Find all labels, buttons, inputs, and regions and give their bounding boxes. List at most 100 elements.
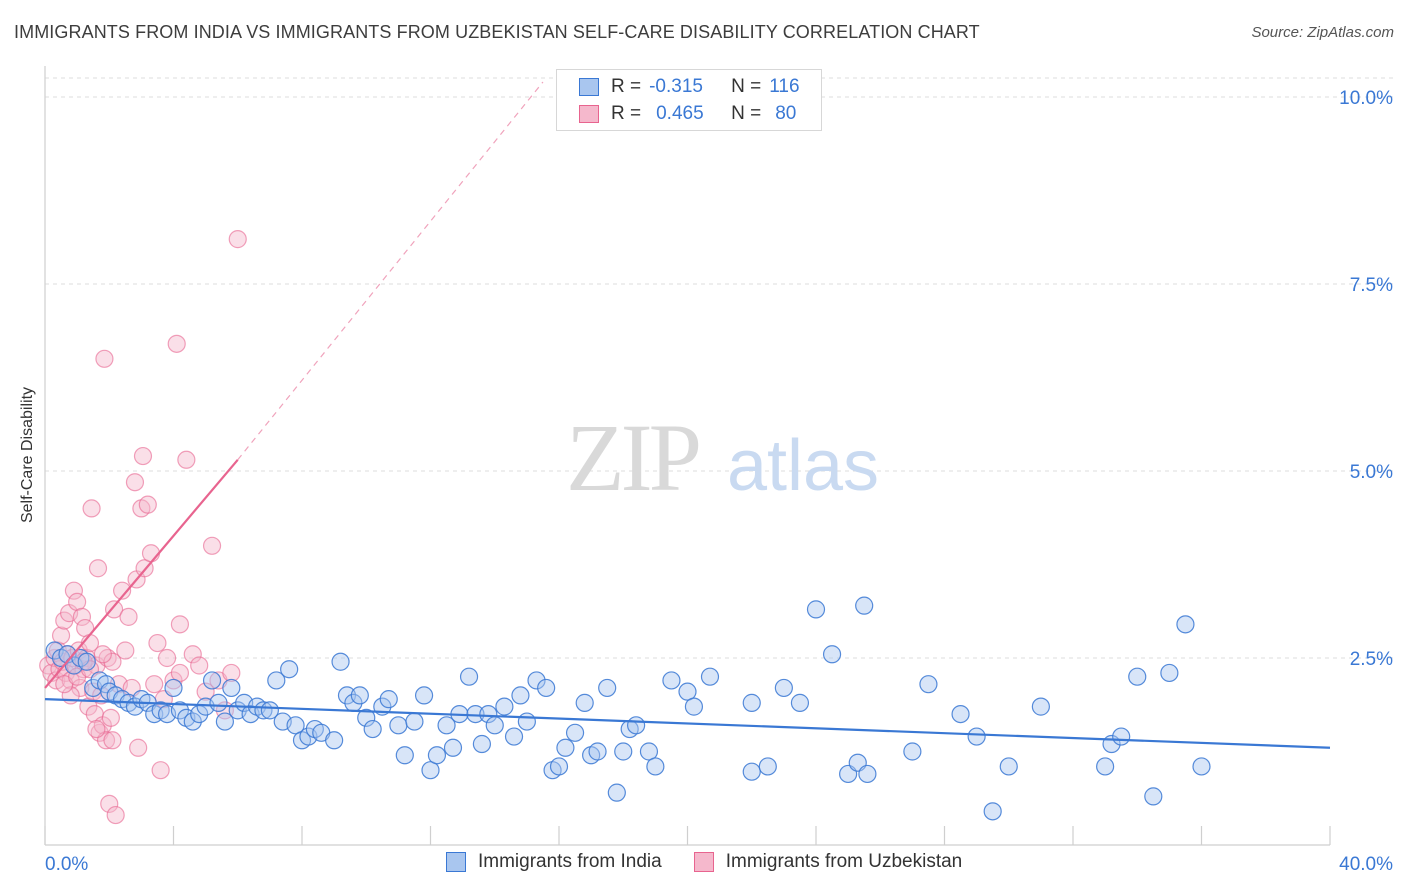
india-point-63 <box>472 734 491 754</box>
india-point-57 <box>427 746 447 765</box>
uzbek-point-61 <box>177 450 196 469</box>
india-point-64 <box>479 704 498 724</box>
india-point-73 <box>549 757 569 776</box>
series-legend: Immigrants from India Immigrants from Uz… <box>446 851 994 873</box>
uzbek-point-37 <box>101 708 120 727</box>
legend-item-uzbek[interactable]: Immigrants from Uzbekistan <box>693 851 963 873</box>
india-point-84 <box>639 742 659 761</box>
uzbek-point-55 <box>148 633 167 653</box>
watermark: ZIP atlas <box>566 404 879 511</box>
grid <box>45 77 1395 659</box>
india-legend-label: Immigrants from India <box>478 851 662 872</box>
india-point-53 <box>395 746 414 765</box>
uzbek-point-40 <box>106 805 125 825</box>
india-point-107 <box>1031 697 1050 716</box>
india-point-102 <box>919 675 938 694</box>
india-point-104 <box>967 727 986 746</box>
uzbek-point-68 <box>222 663 241 683</box>
india-point-22 <box>183 712 202 731</box>
india-point-112 <box>1144 787 1163 806</box>
india-point-87 <box>678 682 697 701</box>
india-point-49 <box>363 719 382 739</box>
india-point-5 <box>77 652 96 671</box>
india-point-58 <box>437 716 456 735</box>
india-point-76 <box>575 693 594 712</box>
india-point-34 <box>260 701 279 720</box>
india-point-48 <box>357 708 376 727</box>
uzbek-point-65 <box>202 536 222 555</box>
trend-lines <box>44 81 1331 749</box>
india-point-37 <box>280 660 299 679</box>
y-tick-label-0: 2.5% <box>1350 649 1393 670</box>
y-tick-label-2: 7.5% <box>1350 275 1393 296</box>
india-point-92 <box>758 757 777 776</box>
uzbek-trend-extension <box>237 81 544 461</box>
india-point-38 <box>286 716 305 735</box>
india-point-86 <box>662 671 681 690</box>
chart-title: IMMIGRANTS FROM INDIA VS IMMIGRANTS FROM… <box>14 22 980 42</box>
watermark-atlas: atlas <box>727 426 879 506</box>
uzbek-point-46 <box>125 473 145 492</box>
uzbek-point-25 <box>82 499 101 518</box>
uzbek-point-29 <box>88 559 108 578</box>
uzbek-points <box>39 230 247 825</box>
uzbek-point-50 <box>133 446 153 466</box>
india-point-70 <box>527 671 546 690</box>
axes <box>44 66 1331 846</box>
india-point-95 <box>806 600 826 619</box>
india-point-25 <box>202 671 222 690</box>
uzbek-point-54 <box>145 675 164 694</box>
india-point-20 <box>170 701 190 720</box>
india-r-value: -0.315 <box>649 76 703 97</box>
india-legend-swatch <box>446 852 466 872</box>
india-point-33 <box>254 701 273 720</box>
india-swatch <box>579 78 599 96</box>
india-point-44 <box>331 652 350 671</box>
legend-row-uzbek: R = 0.465 N = 80 <box>557 101 796 127</box>
uzbek-swatch <box>579 105 599 123</box>
india-point-94 <box>790 693 810 712</box>
source-label: Source: ZipAtlas.com <box>1251 24 1394 41</box>
india-point-89 <box>700 667 720 686</box>
india-point-27 <box>215 712 234 731</box>
india-point-54 <box>405 712 424 731</box>
uzbek-point-6 <box>51 626 71 645</box>
uzbek-point-38 <box>103 652 122 671</box>
uzbek-point-19 <box>72 607 92 626</box>
india-point-93 <box>774 678 793 698</box>
india-point-106 <box>999 757 1018 776</box>
india-point-52 <box>389 716 408 735</box>
india-point-108 <box>1096 757 1115 776</box>
uzbek-point-70 <box>167 334 186 353</box>
india-point-68 <box>511 686 530 705</box>
legend-item-india[interactable]: Immigrants from India <box>446 851 662 873</box>
india-point-75 <box>565 723 585 742</box>
uzbek-point-14 <box>64 581 84 600</box>
uzbek-n-value: 80 <box>775 103 797 124</box>
uzbek-point-48 <box>129 738 148 757</box>
india-point-114 <box>1176 615 1195 634</box>
india-point-66 <box>495 697 514 716</box>
india-point-79 <box>598 678 617 698</box>
india-point-61 <box>459 667 479 686</box>
india-point-51 <box>379 690 398 709</box>
india-point-105 <box>983 802 1002 821</box>
correlation-legend: R = -0.315 N = 116 R = 0.465 N = 80 <box>556 69 822 131</box>
uzbek-point-63 <box>190 656 209 675</box>
india-point-85 <box>646 757 665 776</box>
india-point-113 <box>1160 663 1179 683</box>
uzbek-point-75 <box>103 731 122 750</box>
y-tick-label-1: 5.0% <box>1350 462 1393 483</box>
x-tick-label-max: 40.0% <box>1339 854 1393 875</box>
uzbek-point-62 <box>183 645 202 664</box>
uzbek-point-64 <box>196 682 215 701</box>
india-point-83 <box>626 716 646 735</box>
uzbek-point-79 <box>93 645 112 664</box>
india-point-74 <box>556 738 575 757</box>
india-point-80 <box>607 783 626 802</box>
india-trend-line <box>44 698 1331 749</box>
uzbek-point-36 <box>100 794 119 813</box>
uzbek-legend-label: Immigrants from Uzbekistan <box>725 851 963 872</box>
india-point-47 <box>350 686 369 705</box>
